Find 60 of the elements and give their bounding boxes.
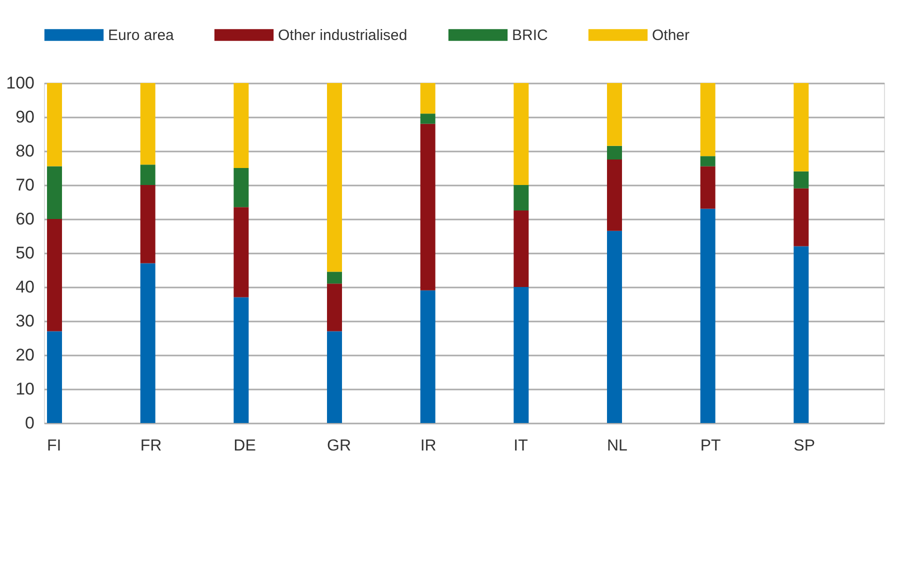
x-tick-label: SP (794, 438, 816, 454)
y-tick-label: 30 (16, 312, 34, 330)
bar (420, 290, 436, 423)
bar (607, 230, 622, 423)
x-tick-label: DE (234, 438, 256, 454)
bar (420, 83, 436, 114)
x-tick-label: FR (140, 438, 162, 454)
bar (700, 208, 716, 423)
legend-label: BRIC (512, 27, 548, 44)
bar (700, 166, 716, 209)
bar (794, 246, 809, 423)
x-tick-label: PT (700, 438, 722, 454)
y-tick-label: 80 (16, 142, 34, 160)
x-tick-label: GR (327, 438, 351, 454)
legend-label: Euro area (108, 27, 175, 44)
bar (234, 297, 249, 423)
y-tick-label: 0 (25, 414, 34, 432)
y-tick-label: 10 (16, 380, 34, 398)
bar (420, 124, 436, 290)
x-tick-label: IT (514, 438, 528, 454)
bar (140, 263, 156, 423)
bar (234, 83, 249, 168)
y-tick-label: 70 (16, 176, 34, 194)
y-tick-label: 40 (16, 278, 34, 296)
bar (47, 331, 62, 423)
bar (794, 188, 809, 246)
bar (327, 284, 342, 332)
bar (234, 207, 249, 298)
bar (327, 331, 342, 423)
bar (514, 287, 529, 423)
y-tick-label: 20 (16, 346, 34, 364)
bar (140, 164, 156, 185)
legend-label: Other (652, 27, 690, 44)
bar (140, 83, 156, 165)
bar (47, 166, 62, 219)
bar (47, 83, 62, 166)
bar (140, 185, 156, 264)
bar (327, 272, 342, 284)
x-tick-label: IR (420, 438, 436, 454)
bar (47, 219, 62, 332)
y-tick-label: 90 (16, 108, 34, 126)
y-tick-label: 50 (16, 244, 34, 262)
bar (607, 146, 622, 160)
bar (700, 83, 716, 156)
x-tick-label: NL (607, 438, 628, 454)
bar (700, 156, 716, 166)
bar (794, 83, 809, 172)
y-tick-label: 60 (16, 210, 34, 228)
bar (514, 185, 529, 210)
y-tick-label: 100 (6, 74, 34, 92)
bar (514, 83, 529, 185)
bar (607, 83, 622, 146)
legend-label: Other industrialised (278, 27, 408, 44)
bar (420, 114, 436, 124)
bar (234, 168, 249, 208)
bar (794, 171, 809, 188)
bar (607, 160, 622, 231)
bar (514, 210, 529, 287)
bar (327, 83, 342, 272)
x-tick-label: FI (47, 438, 62, 454)
